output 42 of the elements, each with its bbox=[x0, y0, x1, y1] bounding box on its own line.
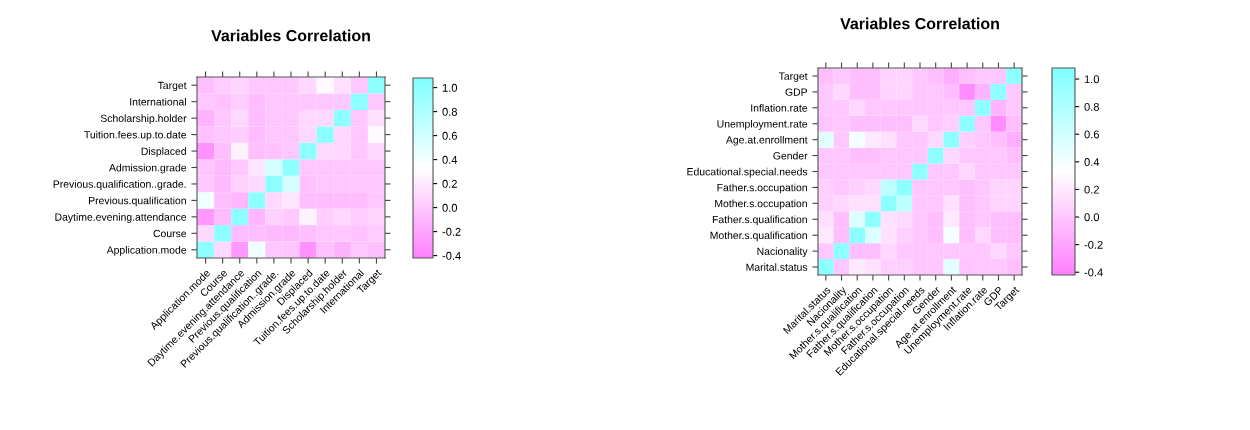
color-bar-label: 0.0 bbox=[442, 203, 458, 212]
y-tick-label: Previous.qualification..grade. bbox=[53, 180, 186, 190]
color-bar-label: 1.0 bbox=[1084, 75, 1100, 84]
y-tick-label: Educational.special.needs bbox=[687, 167, 808, 178]
y-tick-label: Nacionality bbox=[757, 247, 808, 258]
color-bar-label: 0.8 bbox=[442, 107, 457, 116]
y-tick-label: International bbox=[130, 97, 186, 106]
chart-title: Variables Correlation bbox=[211, 29, 370, 42]
y-tick-label: Age.at.enrollment bbox=[725, 135, 808, 146]
y-tick-label: Application.mode bbox=[106, 246, 187, 256]
color-bar-label: 1.0 bbox=[442, 83, 458, 92]
color-bar-label: 0.4 bbox=[1084, 158, 1100, 166]
y-tick-label: Admission.grade bbox=[109, 163, 187, 174]
chart-title: Variables Correlation bbox=[840, 17, 999, 30]
y-tick-label: Father.s.occupation bbox=[717, 183, 807, 194]
y-tick-label: Displaced bbox=[141, 147, 186, 157]
y-tick-label: Target bbox=[157, 81, 187, 92]
y-tick-label: Scholarship.holder bbox=[100, 114, 187, 125]
y-tick-label: Gender bbox=[773, 151, 808, 160]
y-tick-label: Mother.s.occupation bbox=[715, 199, 807, 210]
y-tick-label: Unemployment.rate bbox=[717, 119, 808, 130]
color-bar-label: -0.4 bbox=[442, 251, 461, 260]
y-tick-label: Marital.status bbox=[746, 263, 808, 271]
color-bar-label: -0.2 bbox=[442, 227, 461, 236]
y-tick-label: Course bbox=[153, 229, 187, 238]
y-tick-label: Previous.qualification bbox=[89, 196, 186, 207]
color-bar-label: 0.8 bbox=[1084, 102, 1099, 111]
y-tick-label: Mother.s.qualification bbox=[710, 231, 807, 242]
y-tick-label: Target bbox=[778, 72, 808, 82]
color-bar-label: 0.2 bbox=[442, 179, 457, 188]
y-tick-label: Tuition.fees.up.to.date bbox=[84, 130, 187, 141]
color-bar-label: 0.6 bbox=[442, 131, 457, 140]
y-tick-label: Daytime.evening.attendance bbox=[55, 213, 187, 223]
color-bar-label: -0.4 bbox=[1084, 268, 1103, 277]
color-bar-label: 0.6 bbox=[1084, 130, 1099, 139]
y-tick-label: GDP bbox=[785, 88, 808, 96]
color-bar-label: 0.0 bbox=[1084, 213, 1100, 222]
y-tick-label: Father.s.qualification bbox=[712, 215, 807, 226]
y-tick-label: Inflation.rate bbox=[751, 104, 808, 112]
color-bar-label: 0.2 bbox=[1084, 185, 1099, 194]
color-bar-label: -0.2 bbox=[1084, 240, 1103, 249]
color-bar-label: 0.4 bbox=[442, 155, 458, 164]
